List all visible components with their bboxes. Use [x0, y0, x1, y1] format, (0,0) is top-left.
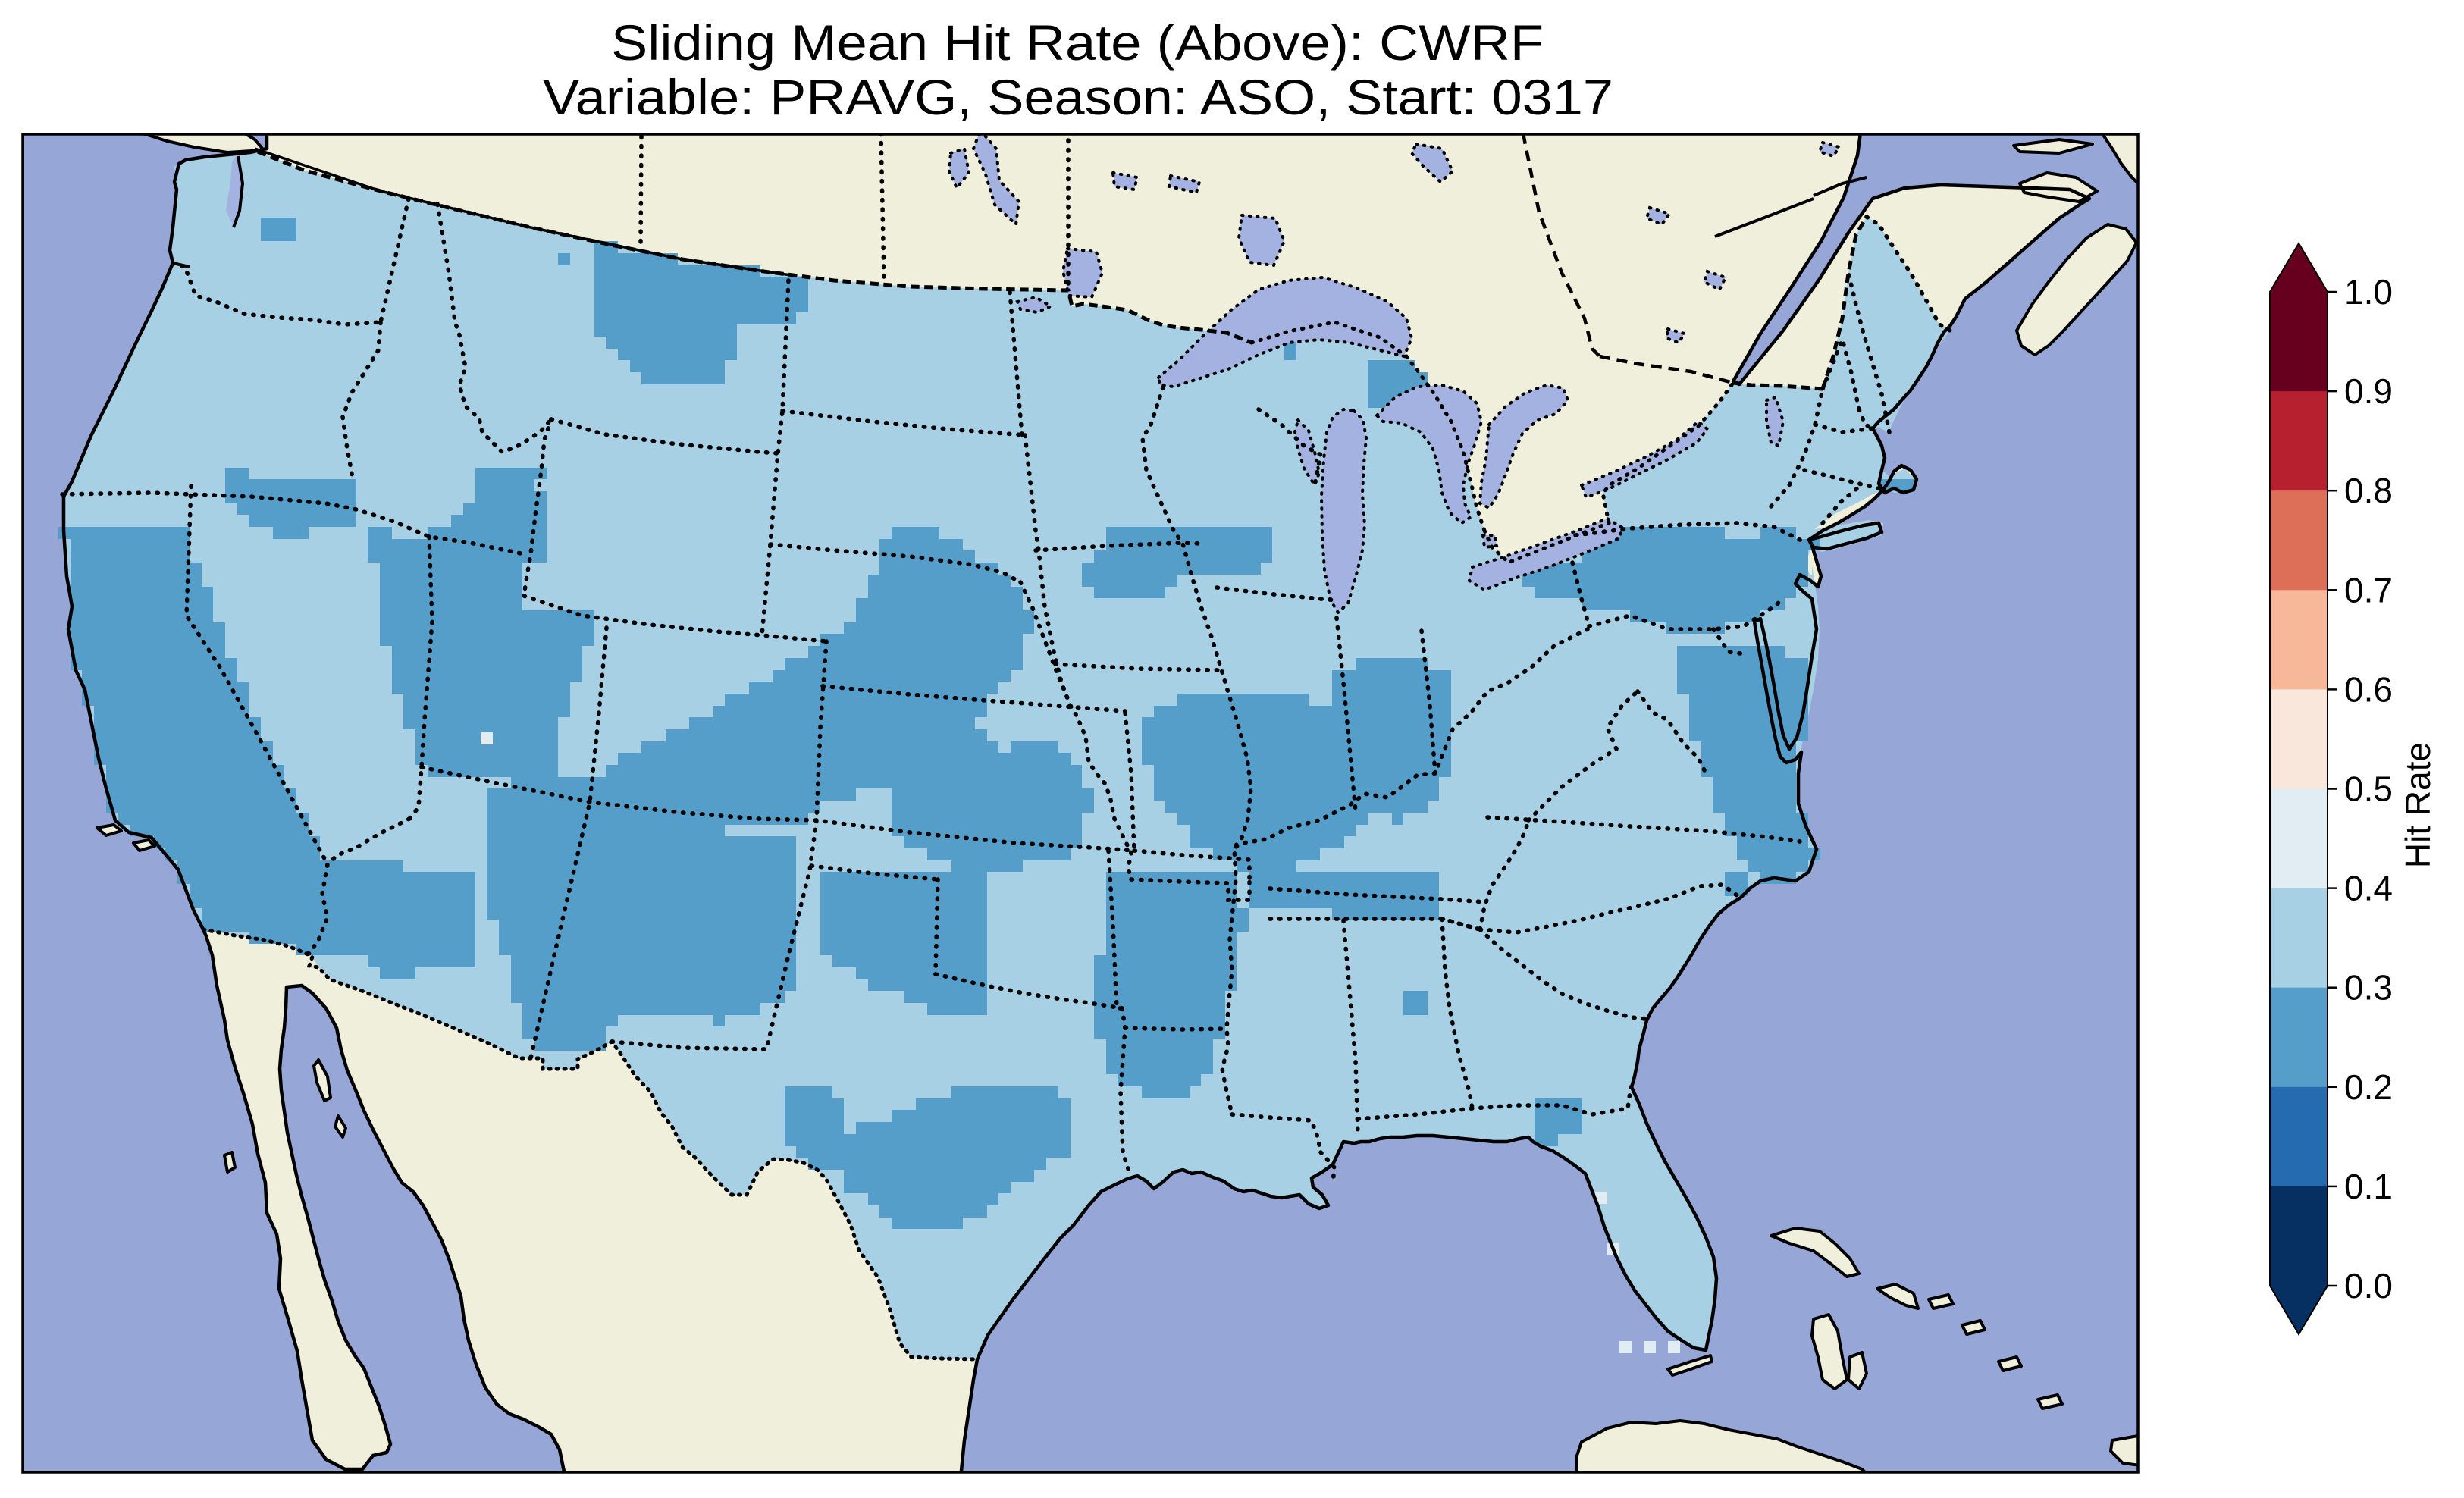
svg-text:0.2: 0.2: [2344, 1067, 2393, 1107]
svg-text:0.3: 0.3: [2344, 968, 2393, 1008]
svg-text:0.9: 0.9: [2344, 371, 2393, 411]
svg-text:0.7: 0.7: [2344, 570, 2393, 610]
svg-text:0.6: 0.6: [2344, 669, 2393, 709]
svg-text:1.0: 1.0: [2344, 272, 2393, 312]
svg-text:0.5: 0.5: [2344, 769, 2393, 809]
svg-text:0.1: 0.1: [2344, 1167, 2393, 1206]
svg-text:Hit Rate: Hit Rate: [2398, 742, 2437, 868]
svg-text:0.4: 0.4: [2344, 869, 2393, 908]
svg-text:0.8: 0.8: [2344, 471, 2393, 510]
svg-text:0.0: 0.0: [2344, 1266, 2393, 1305]
svg-text:Variable: PRAVG, Season: ASO,: Variable: PRAVG, Season: ASO, Start: 031…: [543, 69, 1613, 125]
svg-text:Sliding Mean Hit Rate (Above):: Sliding Mean Hit Rate (Above): CWRF: [611, 14, 1544, 71]
